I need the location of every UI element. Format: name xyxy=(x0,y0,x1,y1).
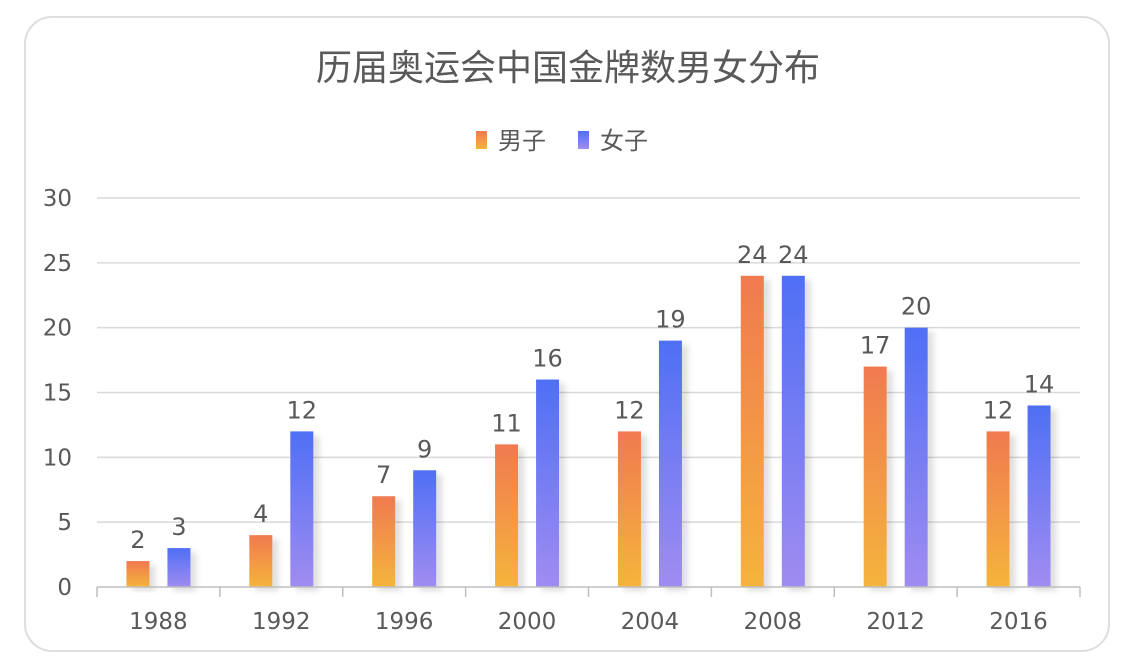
bar-female-2016[interactable] xyxy=(1027,405,1051,587)
chart-title: 历届奥运会中国金牌数男女分布 xyxy=(316,48,820,89)
x-tick-label: 2000 xyxy=(498,609,557,635)
bar-female-2000[interactable] xyxy=(536,379,560,587)
y-tick-label: 25 xyxy=(43,251,72,277)
bar-female-2004[interactable] xyxy=(658,340,682,587)
data-label-male-1996: 7 xyxy=(376,461,391,489)
chart-card xyxy=(24,16,1110,652)
bar-male-1992[interactable] xyxy=(249,535,273,587)
x-tick-label: 1996 xyxy=(375,609,434,635)
legend: 男子 女子 xyxy=(476,127,648,155)
gridlines xyxy=(97,197,1080,523)
data-label-female-2000: 16 xyxy=(532,345,563,373)
y-tick-label: 30 xyxy=(43,186,72,212)
data-label-female-2012: 20 xyxy=(901,293,932,321)
bar-male-2000[interactable] xyxy=(495,444,519,587)
data-label-female-1988: 3 xyxy=(171,513,186,541)
bar-female-1996[interactable] xyxy=(413,470,437,587)
bar-male-2016[interactable] xyxy=(986,431,1010,587)
data-label-male-2008: 24 xyxy=(737,241,768,269)
legend-item-female[interactable]: 女子 xyxy=(578,127,648,155)
x-tick-label: 2012 xyxy=(866,609,925,635)
bar-male-2012[interactable] xyxy=(863,366,887,587)
y-axis: 0 5 10 15 20 25 30 xyxy=(43,186,72,601)
x-tick-label: 1988 xyxy=(129,609,188,635)
x-tick-label: 2016 xyxy=(989,609,1048,635)
bar-male-2008[interactable] xyxy=(740,275,764,587)
data-label-female-1996: 9 xyxy=(417,435,432,463)
bar-female-1992[interactable] xyxy=(290,431,314,587)
data-label-male-2016: 12 xyxy=(983,396,1014,424)
bar-male-2004[interactable] xyxy=(617,431,641,587)
bar-female-2012[interactable] xyxy=(904,327,928,587)
data-label-male-2012: 17 xyxy=(860,332,891,360)
x-tick-label: 2004 xyxy=(621,609,680,635)
legend-item-male[interactable]: 男子 xyxy=(476,127,546,155)
y-tick-label: 5 xyxy=(57,510,72,536)
legend-swatch-male xyxy=(476,131,487,149)
y-tick-label: 10 xyxy=(43,445,72,471)
bar-female-1988[interactable] xyxy=(167,548,191,587)
data-label-female-2008: 24 xyxy=(778,241,809,269)
data-label-female-1992: 12 xyxy=(287,396,318,424)
data-label-female-2016: 14 xyxy=(1024,370,1055,398)
y-tick-label: 15 xyxy=(43,381,72,407)
data-label-male-2000: 11 xyxy=(491,409,522,437)
y-tick-label: 0 xyxy=(57,575,72,601)
bars xyxy=(126,275,1051,587)
bar-male-1988[interactable] xyxy=(126,561,150,587)
x-axis: 1988 1992 1996 2000 2004 2008 2012 2016 xyxy=(96,586,1081,635)
data-label-female-2004: 19 xyxy=(655,306,686,334)
legend-label-male: 男子 xyxy=(498,127,546,155)
data-label-male-1992: 4 xyxy=(253,500,268,528)
x-tick-label: 1992 xyxy=(252,609,311,635)
y-tick-label: 20 xyxy=(43,316,72,342)
bar-male-1996[interactable] xyxy=(372,496,396,587)
legend-swatch-female xyxy=(578,131,589,149)
legend-label-female: 女子 xyxy=(600,127,648,155)
x-tick-label: 2008 xyxy=(744,609,803,635)
data-labels: 2 3 4 12 79 11 16 12 19 24 24 17 20 12 14 xyxy=(130,241,1054,554)
data-label-male-2004: 12 xyxy=(614,396,645,424)
data-label-male-1988: 2 xyxy=(130,526,145,554)
bar-female-2008[interactable] xyxy=(781,275,805,587)
